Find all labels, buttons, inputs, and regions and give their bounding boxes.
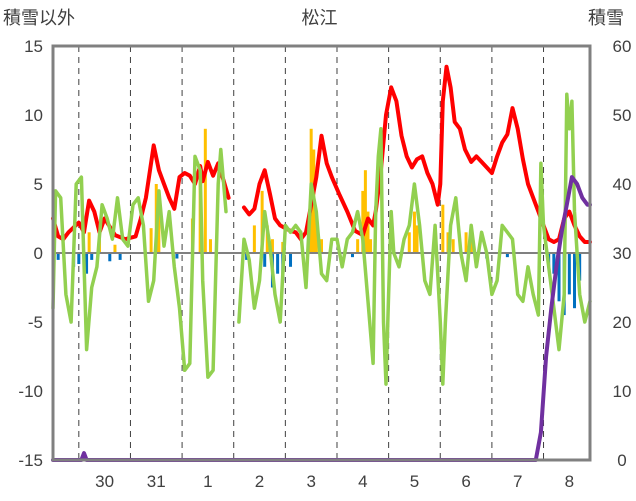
bar xyxy=(350,253,354,258)
bar xyxy=(149,228,153,253)
bar xyxy=(87,232,91,253)
chart-title: 松江 xyxy=(302,8,338,28)
series-layer xyxy=(51,64,592,462)
x-tick-label: 6 xyxy=(461,472,470,491)
x-tick-label: 7 xyxy=(513,472,522,491)
green-series-line xyxy=(51,147,228,379)
bar xyxy=(85,253,89,274)
right-tick-label: 40 xyxy=(613,175,632,194)
bar xyxy=(252,225,256,253)
bar xyxy=(552,253,556,274)
x-tick-label: 3 xyxy=(306,472,315,491)
green-series-line xyxy=(237,92,592,386)
bar xyxy=(113,244,117,253)
bar xyxy=(118,253,122,260)
bar xyxy=(263,253,267,267)
left-tick-label: 0 xyxy=(34,244,43,263)
bar xyxy=(175,253,179,259)
left-tick-label: -15 xyxy=(18,451,43,470)
bar xyxy=(320,239,323,253)
right-tick-label: 0 xyxy=(617,451,626,470)
bar xyxy=(361,190,365,253)
right-axis-ticks: 60 50 40 30 20 10 0 xyxy=(613,37,632,470)
bar xyxy=(260,190,264,253)
bar xyxy=(356,239,360,253)
bar xyxy=(289,253,293,267)
left-tick-label: -10 xyxy=(18,382,43,401)
right-axis-label: 積雪 xyxy=(588,8,624,28)
bar xyxy=(451,239,455,253)
bar xyxy=(469,239,473,253)
x-tick-label: 8 xyxy=(565,472,574,491)
x-tick-label: 5 xyxy=(410,472,419,491)
right-tick-label: 30 xyxy=(613,244,632,263)
right-tick-label: 60 xyxy=(613,37,632,56)
left-tick-label: 10 xyxy=(24,106,43,125)
bar xyxy=(441,204,445,253)
purple-series-line xyxy=(51,175,592,462)
bar xyxy=(464,232,468,253)
bar xyxy=(415,225,419,253)
plot-frame xyxy=(51,44,592,462)
bar xyxy=(208,239,212,253)
bar xyxy=(567,253,571,295)
bar xyxy=(363,170,367,253)
bar xyxy=(412,211,416,253)
bar xyxy=(270,239,274,253)
bar xyxy=(557,253,561,302)
left-axis-ticks: 15 10 5 0 -5 -10 -15 xyxy=(18,37,43,470)
bar xyxy=(366,211,370,253)
bar xyxy=(90,253,94,260)
bar xyxy=(407,232,411,253)
bar xyxy=(276,253,280,274)
bar xyxy=(369,239,373,253)
right-tick-label: 10 xyxy=(613,382,632,401)
right-tick-label: 20 xyxy=(613,313,632,332)
left-tick-label: 5 xyxy=(34,175,43,194)
bar xyxy=(505,253,509,258)
x-tick-label: 4 xyxy=(358,472,367,491)
grid-lines xyxy=(78,46,545,460)
right-tick-label: 50 xyxy=(613,106,632,125)
x-tick-label: 2 xyxy=(255,472,264,491)
x-tick-label: 31 xyxy=(147,472,166,491)
bar xyxy=(573,253,577,309)
bar xyxy=(203,128,207,253)
x-axis-ticks: 30 31 1 2 3 4 5 6 7 8 xyxy=(95,472,574,491)
bar xyxy=(77,253,81,265)
left-tick-label: -5 xyxy=(28,313,43,332)
bar xyxy=(157,211,161,253)
bar xyxy=(108,253,112,262)
bar xyxy=(56,253,60,260)
x-tick-label: 30 xyxy=(95,472,114,491)
left-axis-label: 積雪以外 xyxy=(3,8,75,28)
left-tick-label: 15 xyxy=(24,37,43,56)
x-tick-label: 1 xyxy=(203,472,212,491)
